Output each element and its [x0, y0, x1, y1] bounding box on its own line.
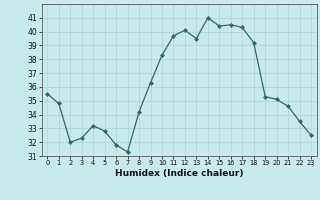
X-axis label: Humidex (Indice chaleur): Humidex (Indice chaleur) — [115, 169, 244, 178]
